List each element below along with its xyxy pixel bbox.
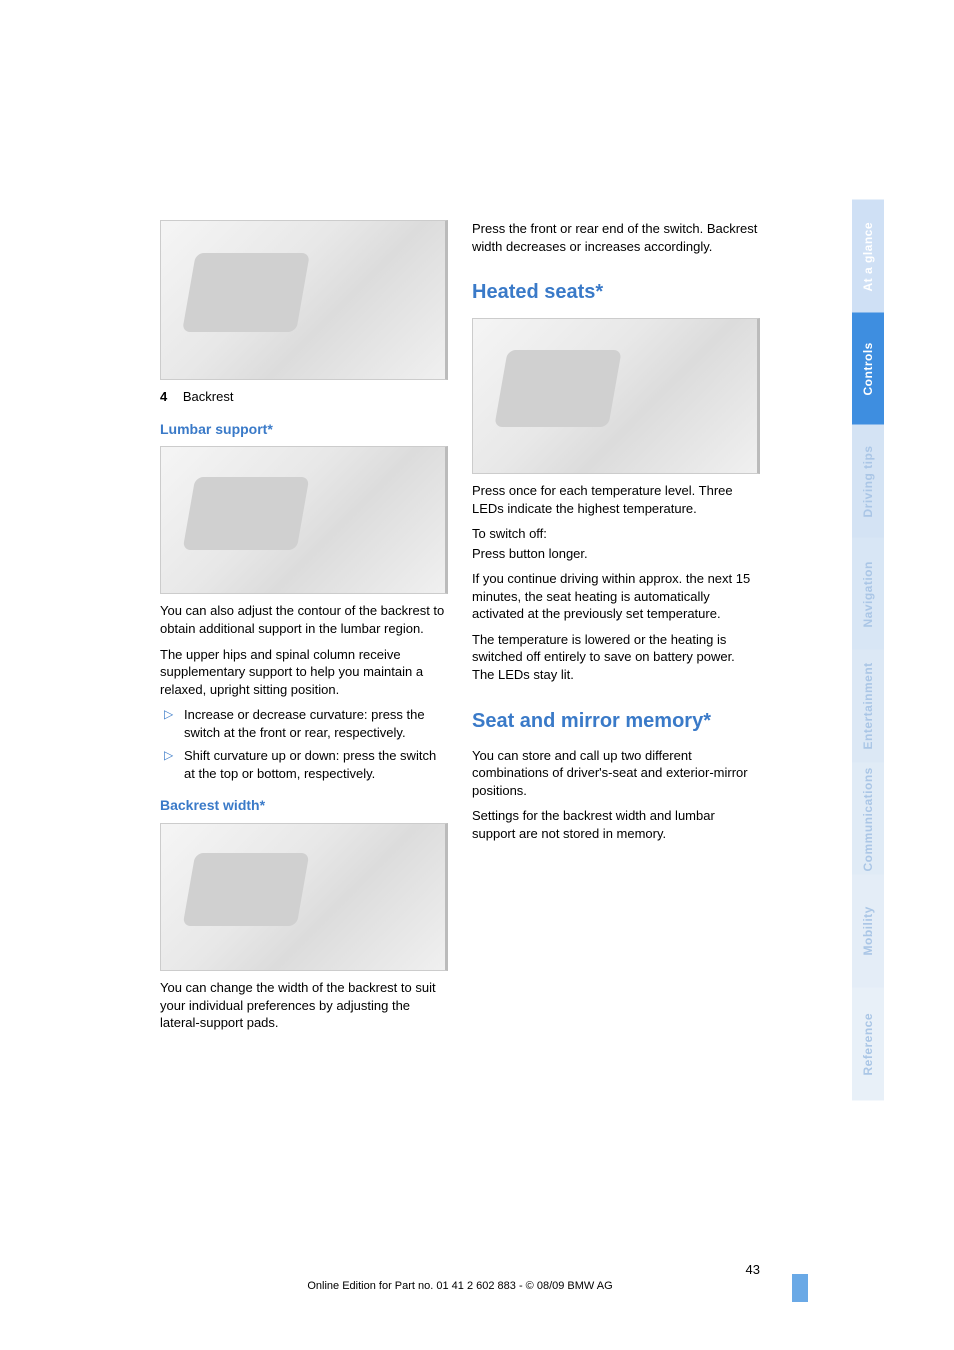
- heading-seat-mirror-memory: Seat and mirror memory*: [472, 708, 760, 735]
- lumbar-paragraph-1: You can also adjust the contour of the b…: [160, 602, 448, 637]
- figure-caption: 4 Backrest: [160, 388, 448, 406]
- memory-paragraph-1: You can store and call up two different …: [472, 747, 760, 800]
- caption-text: Backrest: [183, 389, 234, 404]
- heated-paragraph-3: If you continue driving within approx. t…: [472, 570, 760, 623]
- section-tab[interactable]: Controls: [852, 313, 884, 426]
- right-column: Press the front or rear end of the switc…: [472, 220, 760, 1040]
- lumbar-paragraph-2: The upper hips and spinal column receive…: [160, 646, 448, 699]
- figure-lumbar: [160, 446, 448, 594]
- caption-number: 4: [160, 389, 167, 404]
- section-tabs: At a glanceControlsDriving tipsNavigatio…: [852, 200, 884, 1100]
- figure-heated-seats: [472, 318, 760, 474]
- manual-page: 4 Backrest Lumbar support* You can also …: [0, 0, 954, 1350]
- section-tab[interactable]: Communications: [852, 763, 884, 876]
- intro-paragraph: Press the front or rear end of the switc…: [472, 220, 760, 255]
- section-tab[interactable]: At a glance: [852, 200, 884, 313]
- section-tab[interactable]: Reference: [852, 988, 884, 1101]
- heading-heated-seats: Heated seats*: [472, 279, 760, 306]
- backrest-paragraph: You can change the width of the backrest…: [160, 979, 448, 1032]
- content-columns: 4 Backrest Lumbar support* You can also …: [160, 220, 760, 1040]
- left-column: 4 Backrest Lumbar support* You can also …: [160, 220, 448, 1040]
- heated-paragraph-4: The temperature is lowered or the heatin…: [472, 631, 760, 684]
- heading-lumbar: Lumbar support*: [160, 420, 448, 439]
- lumbar-bullet-list: Increase or decrease curvature: press th…: [160, 706, 448, 782]
- page-number: 43: [746, 1262, 760, 1277]
- figure-backrest-width: [160, 823, 448, 971]
- section-tab[interactable]: Driving tips: [852, 425, 884, 538]
- heated-paragraph-2a: To switch off:: [472, 525, 760, 543]
- figure-backrest: [160, 220, 448, 380]
- heated-paragraph-1: Press once for each temperature level. T…: [472, 482, 760, 517]
- footer-tick-icon: [792, 1274, 808, 1302]
- section-tab[interactable]: Mobility: [852, 875, 884, 988]
- list-item: Increase or decrease curvature: press th…: [160, 706, 448, 741]
- page-footer: 43 Online Edition for Part no. 01 41 2 6…: [160, 1280, 760, 1292]
- footer-line: Online Edition for Part no. 01 41 2 602 …: [307, 1280, 612, 1292]
- section-tab[interactable]: Entertainment: [852, 650, 884, 763]
- section-tab[interactable]: Navigation: [852, 538, 884, 651]
- heated-paragraph-2b: Press button longer.: [472, 545, 760, 563]
- memory-paragraph-2: Settings for the backrest width and lumb…: [472, 807, 760, 842]
- heading-backrest-width: Backrest width*: [160, 796, 448, 815]
- list-item: Shift curvature up or down: press the sw…: [160, 747, 448, 782]
